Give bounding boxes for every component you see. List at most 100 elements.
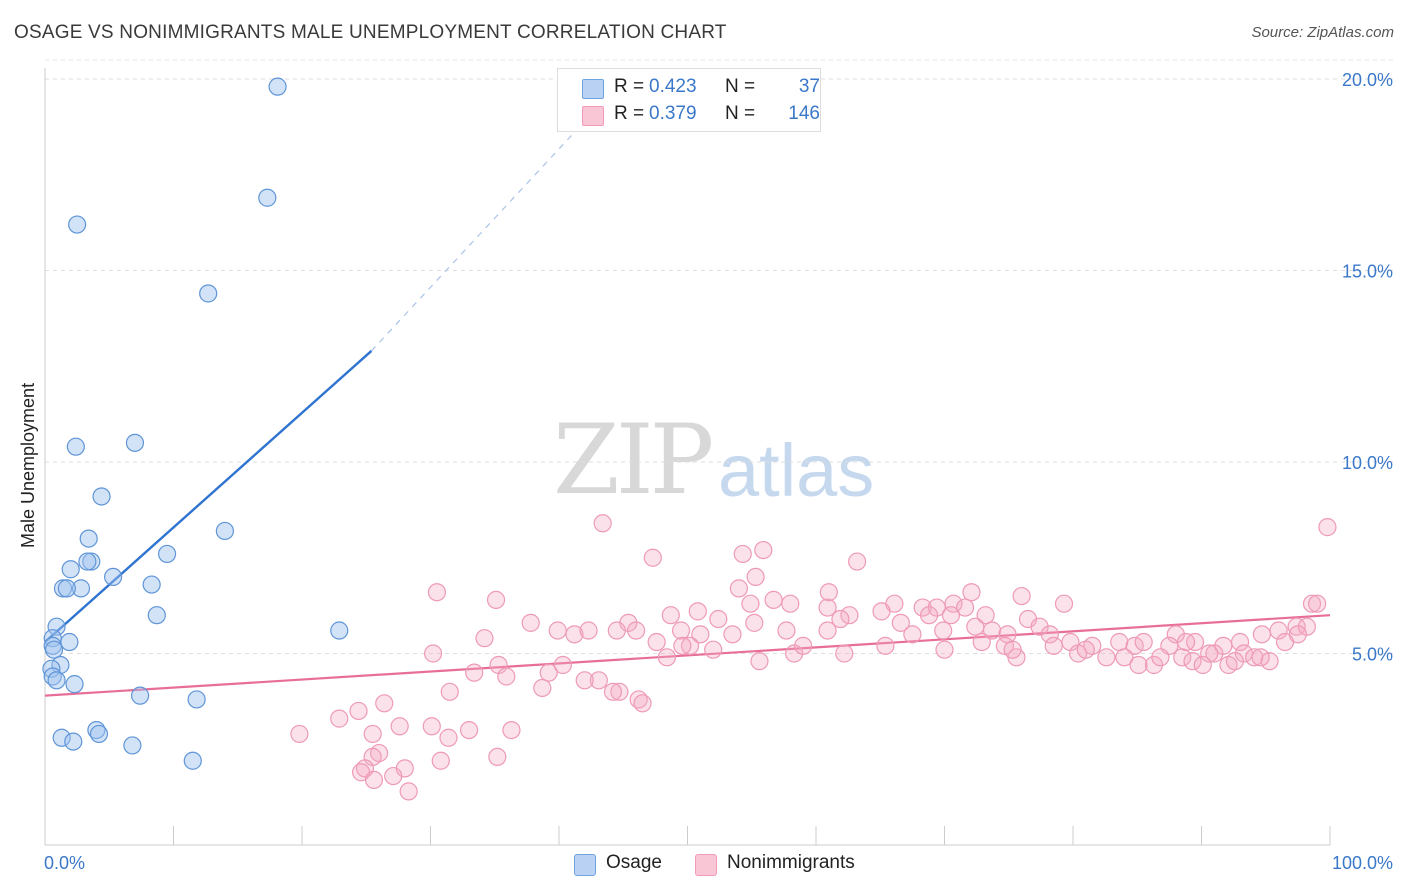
legend: R = 0.423 N = 37 R = 0.379 N = 146 — [557, 68, 821, 132]
nonimmigrants-point — [733, 544, 752, 564]
nonimmigrants-point — [1287, 617, 1306, 636]
nonimmigrants-points — [290, 514, 1337, 801]
osage-point — [61, 560, 80, 579]
nonimmigrants-point — [1176, 632, 1196, 652]
nonimmigrants-point — [962, 583, 981, 602]
osage-point — [104, 567, 123, 587]
x-tick-label: 100.0% — [1332, 853, 1393, 873]
nonimmigrants-point — [593, 514, 612, 533]
nonimmigrants-point — [835, 644, 854, 663]
nonimmigrants-point — [1269, 621, 1288, 640]
y-tick-label: 10.0% — [1342, 453, 1393, 473]
osage-point — [215, 521, 234, 541]
osage-point — [44, 640, 64, 659]
nonimmigrants-point — [1040, 625, 1059, 644]
nonimmigrants-point — [290, 724, 309, 744]
nonimmigrants-point — [603, 682, 623, 701]
nonimmigrants-point — [390, 717, 409, 736]
nonimmigrants-swatch — [582, 106, 604, 126]
nonimmigrants-point — [502, 720, 521, 740]
osage-point — [330, 621, 349, 640]
osage-point — [123, 736, 142, 755]
nonimmigrants-point — [375, 694, 394, 713]
legend-n-label: N = — [725, 103, 756, 124]
nonimmigrants-point — [972, 632, 991, 652]
osage-point — [142, 575, 161, 594]
nonimmigrants-point — [976, 606, 995, 625]
nonimmigrants-point — [1125, 636, 1144, 655]
nonimmigrants-point — [745, 613, 764, 632]
osage-point — [53, 579, 73, 598]
nonimmigrants-point — [1230, 632, 1250, 652]
nonimmigrants-point — [848, 552, 867, 571]
osage-point — [66, 437, 85, 456]
nonimmigrants-point — [661, 606, 680, 625]
osage-swatch — [582, 79, 604, 99]
nonimmigrants-point — [941, 606, 961, 625]
nonimmigrants-point — [440, 682, 459, 701]
legend-r-label: R = — [614, 103, 645, 124]
nonimmigrants-point — [1225, 652, 1245, 671]
nonimmigrants-point — [1245, 648, 1264, 667]
nonimmigrants-point — [427, 583, 447, 602]
nonimmigrants-point — [589, 671, 608, 690]
nonimmigrants-point — [794, 636, 813, 655]
y-axis-label: Male Unemployment — [18, 383, 38, 548]
osage-point — [47, 617, 66, 636]
nonimmigrants-point — [1166, 625, 1185, 644]
source-credit: Source: ZipAtlas.com — [1251, 24, 1394, 41]
nonimmigrants-point — [729, 579, 749, 598]
nonimmigrants-point — [891, 613, 910, 632]
nonimmigrants-point — [423, 644, 443, 663]
nonimmigrants-point — [1003, 640, 1022, 659]
osage-point — [71, 579, 91, 598]
nonimmigrants-point — [746, 567, 765, 587]
nonimmigrants-point — [673, 636, 692, 655]
osage-point — [65, 675, 84, 694]
nonimmigrants-point — [934, 621, 953, 640]
osage-point — [79, 529, 98, 548]
osage-point — [199, 284, 218, 303]
nonimmigrants-point — [966, 617, 985, 636]
nonimmigrants-point — [709, 609, 728, 629]
nonimmigrants-point — [872, 602, 891, 621]
osage-point — [78, 552, 97, 571]
nonimmigrants-point — [384, 766, 403, 786]
nonimmigrants-point — [439, 728, 458, 747]
tick-labels: 5.0% 10.0% 15.0% 20.0% 0.0% 100.0% — [44, 70, 1393, 873]
nonimmigrants-point — [647, 632, 666, 652]
legend-r-label: R = — [614, 76, 645, 97]
nonimmigrants-point — [680, 636, 700, 655]
osage-point — [60, 632, 79, 652]
y-tick-label: 5.0% — [1352, 645, 1393, 665]
nonimmigrants-point — [575, 671, 594, 690]
osage-trend-line — [44, 350, 373, 643]
nonimmigrants-point — [579, 621, 598, 640]
nonimmigrants-point — [935, 640, 954, 659]
nonimmigrants-point — [399, 782, 418, 801]
osage-point — [47, 671, 66, 690]
nonimmigrants-point — [488, 747, 507, 767]
nonimmigrants-point — [754, 540, 773, 560]
osage-point — [187, 690, 206, 709]
nonimmigrants-point — [688, 602, 707, 621]
nonimmigrants-point — [465, 663, 484, 682]
nonimmigrants-point — [633, 694, 652, 713]
nonimmigrants-point — [607, 621, 626, 640]
nonimmigrants-point — [777, 621, 796, 640]
nonimmigrants-point — [1251, 648, 1270, 667]
x-tick-label: 0.0% — [44, 853, 85, 873]
nonimmigrants-point — [1200, 644, 1219, 663]
nonimmigrants-point — [643, 548, 662, 567]
osage-point — [183, 751, 202, 770]
osage-point — [92, 487, 111, 506]
nonimmigrants-point — [840, 606, 859, 625]
nonimmigrants-point — [1054, 594, 1074, 613]
nonimmigrants-point — [781, 594, 800, 613]
osage-point — [258, 188, 277, 207]
osage-point — [68, 215, 87, 234]
legend-n-label: N = — [725, 76, 756, 97]
nonimmigrants-point — [1260, 652, 1279, 671]
osage-point — [64, 732, 83, 751]
